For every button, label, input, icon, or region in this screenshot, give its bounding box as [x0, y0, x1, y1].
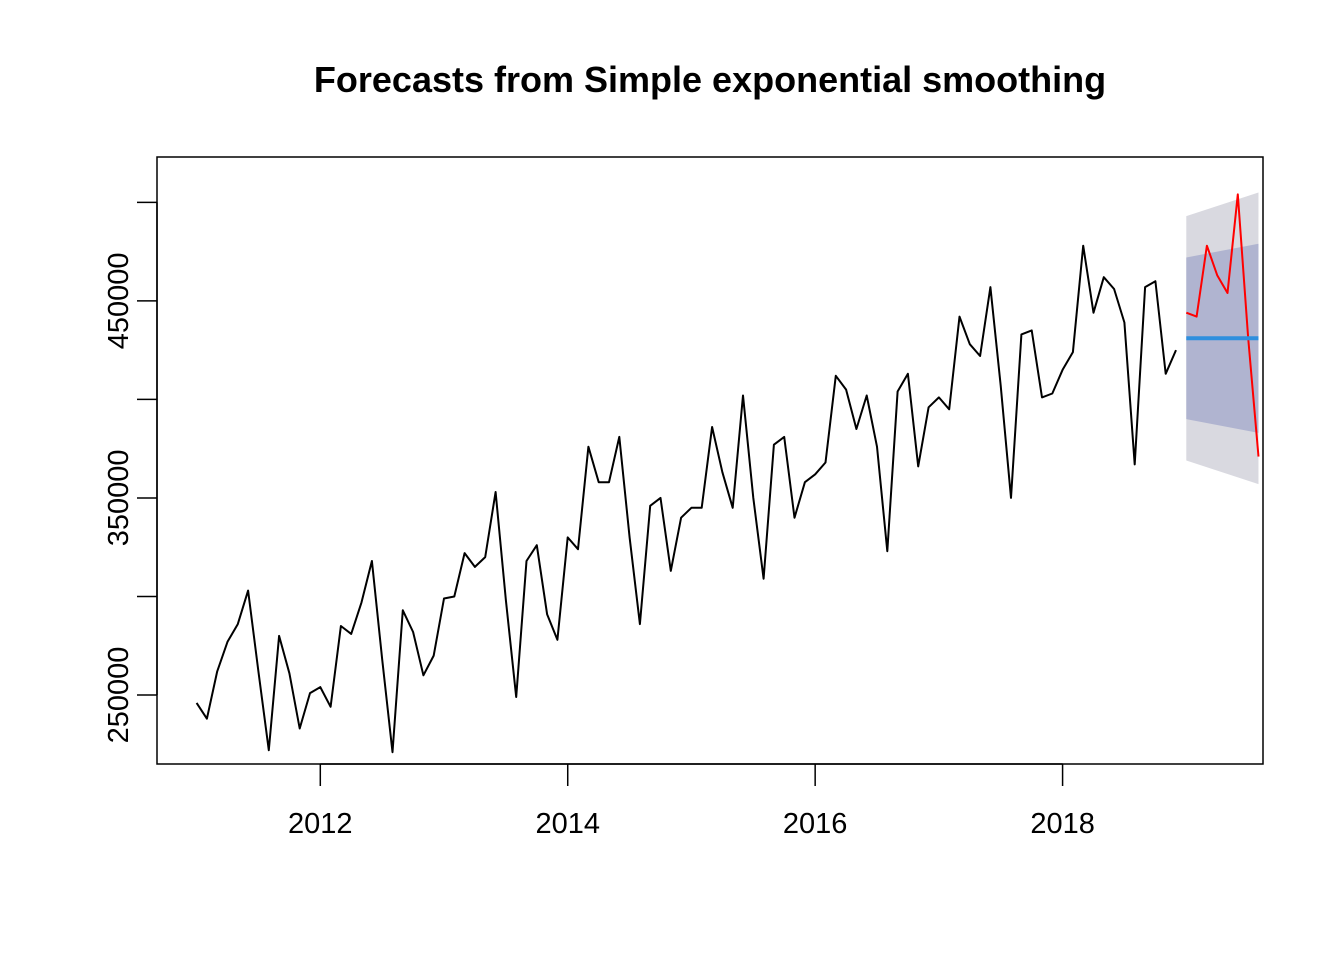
y-tick-label: 350000: [103, 450, 135, 547]
chart-title: Forecasts from Simple exponential smooth…: [314, 59, 1106, 100]
x-tick-label: 2012: [288, 808, 353, 840]
x-tick-label: 2016: [783, 808, 848, 840]
history-line: [195, 244, 1177, 754]
plot-frame: [156, 156, 1264, 765]
series-layer: [195, 193, 1260, 754]
y-axis: 250000 350000 450000: [103, 201, 158, 744]
y-tick-label: 450000: [103, 253, 135, 350]
x-axis: 2012 2014 2016 2018: [288, 763, 1095, 840]
actual-future-line: [1185, 193, 1260, 457]
x-tick-label: 2014: [535, 808, 600, 840]
y-tick-label: 250000: [103, 647, 135, 744]
x-tick-label: 2018: [1030, 808, 1095, 840]
